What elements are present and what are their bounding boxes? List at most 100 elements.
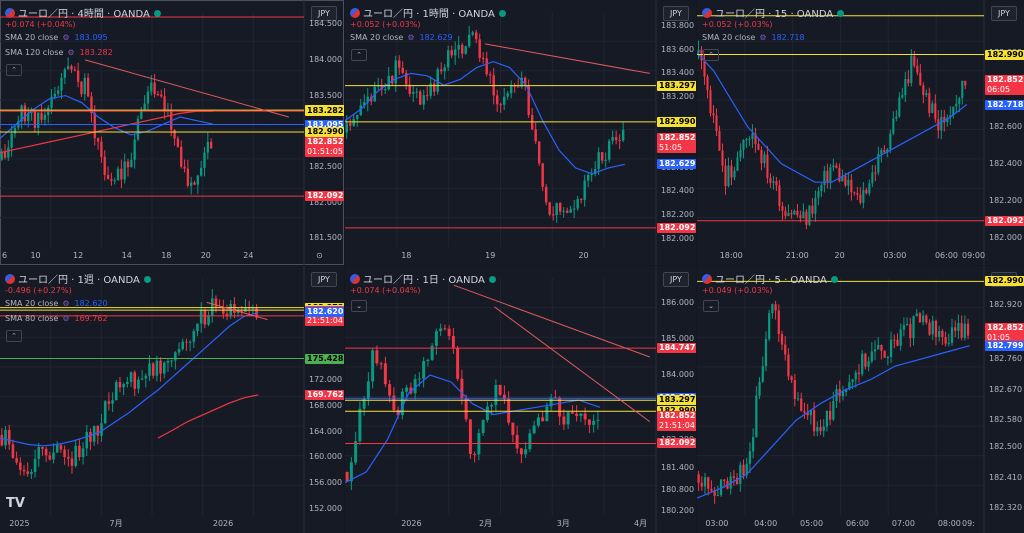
candle-body <box>193 182 196 185</box>
x-tick-label: 6 <box>2 251 8 260</box>
indicator-settings-icon[interactable]: ⚙ <box>62 314 70 323</box>
collapse-legend-chevron-icon[interactable]: ⌃ <box>351 49 367 61</box>
candle-body <box>796 398 800 400</box>
trendline[interactable] <box>453 284 650 358</box>
candle-body <box>905 323 909 326</box>
chart-pane-1[interactable]: ユーロ／円 · 4時間 · OANDA +0.074 (+0.04%) SMA 20… <box>0 0 344 265</box>
indicator-legend[interactable]: SMA 20 close ⚙ 182.718 <box>702 33 805 42</box>
candle-body <box>123 161 126 180</box>
collapse-legend-chevron-icon[interactable]: ⌄ <box>351 300 367 312</box>
x-tick-label: 04:00 <box>754 519 778 528</box>
indicator-legend[interactable]: SMA 80 close ⚙ 169.762 <box>5 314 108 323</box>
bar-countdown: 21:51:04 <box>307 315 343 325</box>
candle-body <box>155 360 159 376</box>
candle-body <box>366 96 369 103</box>
symbol-flag-icon <box>350 274 360 284</box>
collapse-legend-chevron-icon[interactable]: ⌃ <box>6 330 22 342</box>
trendline[interactable] <box>484 43 650 74</box>
indicator-settings-icon[interactable]: ⚙ <box>67 48 75 57</box>
candle-body <box>928 93 931 113</box>
candle-body <box>713 490 716 496</box>
series-line <box>0 312 259 447</box>
candle-body <box>576 199 579 209</box>
candle-body <box>754 133 757 145</box>
candle-body <box>700 482 703 487</box>
candle-body <box>481 57 485 59</box>
level-price-tag: 182.990 <box>985 276 1024 287</box>
indicator-settings-icon[interactable]: ⚙ <box>759 33 767 42</box>
candle-body <box>808 205 811 225</box>
trendline[interactable] <box>206 301 268 321</box>
candle-body <box>755 395 758 438</box>
candle-body <box>790 376 793 380</box>
indicator-settings-icon[interactable]: ⚙ <box>62 299 70 308</box>
candle-body <box>363 102 366 106</box>
candle-body <box>721 150 724 166</box>
candle-body <box>422 360 426 379</box>
series-line <box>0 110 213 154</box>
candle-body <box>392 395 396 410</box>
candle-body <box>460 378 464 399</box>
candle-body <box>413 379 417 394</box>
y-tick-label: 152.000 <box>309 503 343 513</box>
current-price-value: 182.852 <box>659 133 696 143</box>
indicator-legend[interactable]: SMA 120 close ⚙ 183.282 <box>5 48 113 57</box>
x-tick-label: 7月 <box>109 519 123 528</box>
candle-body <box>349 462 353 482</box>
candle-body <box>716 495 719 497</box>
candle-body <box>928 322 931 335</box>
candle-body <box>899 329 902 346</box>
chart-pane-5[interactable]: ユーロ／円 · 1日 · OANDA +0.074 (+0.04%) ⌄ JPY 186… <box>345 266 696 533</box>
candle-body <box>545 406 549 422</box>
currency-button[interactable]: JPY <box>663 6 689 21</box>
y-tick-label: 183.600 <box>661 44 695 54</box>
chart-title-text: ユーロ／円 · 15 · OANDA <box>715 9 834 20</box>
indicator-legend[interactable]: SMA 20 close ⚙ 182.620 <box>5 299 108 308</box>
candle-body <box>745 139 748 141</box>
candle-body <box>434 331 438 346</box>
chart-pane-6[interactable]: ユーロ／円 · 5 · OANDA+0.049 (+0.03%)⌄JPY182.… <box>697 266 1024 533</box>
candle-body <box>706 76 709 91</box>
trendline[interactable] <box>493 306 651 423</box>
candle-body <box>408 84 411 94</box>
candle-body <box>162 362 166 374</box>
candle-body <box>941 331 944 338</box>
candle-body <box>931 320 934 335</box>
settings-gear-icon[interactable]: ⊙ <box>316 251 323 260</box>
chart-title: ユーロ／円 · 1日 · OANDA <box>350 271 496 286</box>
candle-body <box>170 110 173 130</box>
indicator-legend[interactable]: SMA 20 close ⚙ 183.095 <box>5 33 108 42</box>
indicator-settings-icon[interactable]: ⚙ <box>62 33 70 42</box>
candle-body <box>502 96 506 105</box>
collapse-legend-chevron-icon[interactable]: ⌃ <box>6 64 22 76</box>
chart-pane-2[interactable]: ユーロ／円 · 1時間 · OANDA +0.052 (+0.03%) SMA 20… <box>345 0 696 265</box>
chart-pane-3[interactable]: ユーロ／円 · 15 · OANDA +0.052 (+0.03%) SMA 20 … <box>697 0 1024 265</box>
trendline[interactable] <box>84 59 289 118</box>
currency-button[interactable]: JPY <box>991 6 1017 21</box>
indicator-legend[interactable]: SMA 20 close ⚙ 182.629 <box>350 33 453 42</box>
candle-body <box>803 411 806 413</box>
candle-body <box>233 303 236 313</box>
currency-button[interactable]: JPY <box>311 272 337 287</box>
candle-body <box>880 150 883 154</box>
candle-body <box>841 176 844 182</box>
candle-body <box>823 170 826 186</box>
indicator-settings-icon[interactable]: ⚙ <box>407 33 415 42</box>
candle-body <box>537 141 541 164</box>
current-price-value: 182.852 <box>659 411 696 421</box>
collapse-legend-chevron-icon[interactable]: ⌄ <box>703 300 719 312</box>
candle-body <box>551 214 555 216</box>
currency-button[interactable]: JPY <box>663 272 689 287</box>
chart-pane-4[interactable]: ユーロ／円 · 1週 · OANDA -0.496 (+0.27%) SMA 20 … <box>0 266 344 533</box>
candle-body <box>922 85 925 96</box>
collapse-legend-chevron-icon[interactable]: ⌃ <box>703 49 719 61</box>
price-change: +0.074 (+0.04%) <box>350 286 421 295</box>
candle-body <box>902 325 906 330</box>
candle-body <box>358 408 362 442</box>
candle-body <box>758 382 761 396</box>
candle-body <box>7 429 11 445</box>
currency-button[interactable]: JPY <box>311 6 337 21</box>
candle-body <box>13 127 17 134</box>
candle-body <box>37 112 40 129</box>
candle-body <box>736 157 739 171</box>
